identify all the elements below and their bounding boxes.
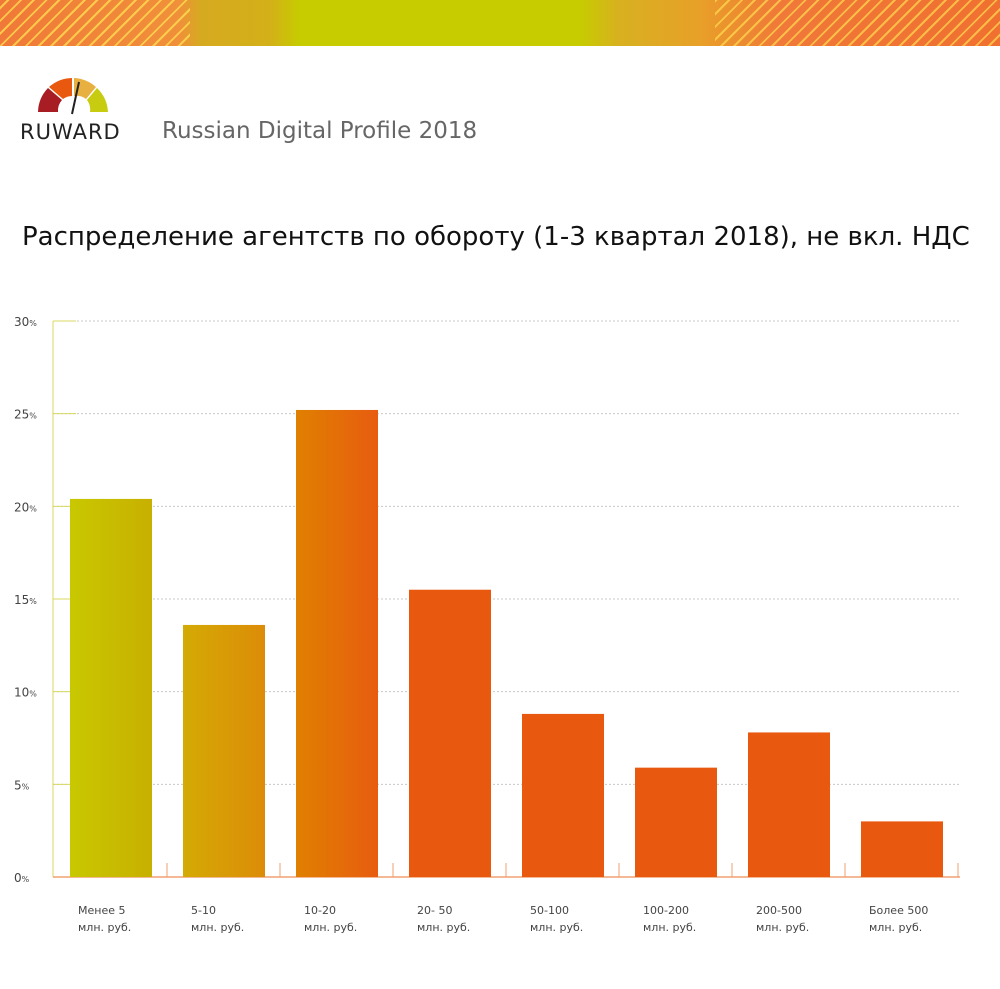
x-tick-label: 100-200 млн. руб. <box>643 904 696 934</box>
x-tick-label: 5-10 млн. руб. <box>191 904 244 934</box>
chart-title: Распределение агентств по обороту (1-3 к… <box>22 222 970 252</box>
bar <box>748 732 830 877</box>
x-tick-label: Менее 5 млн. руб. <box>78 904 131 934</box>
y-tick-label: 0% <box>14 871 30 885</box>
logo-text: RUWARD <box>20 120 121 144</box>
ruward-gauge-logo-icon <box>38 78 108 115</box>
bar <box>70 498 152 877</box>
bar <box>296 409 378 877</box>
x-tick-label: 200-500 млн. руб. <box>756 904 809 934</box>
y-tick-label: 30% <box>14 315 37 329</box>
x-tick-label: 20- 50 млн. руб. <box>417 904 470 934</box>
banner-stripes <box>0 0 190 46</box>
bar <box>183 624 265 877</box>
x-tick-label: Более 500 млн. руб. <box>869 904 928 934</box>
y-tick-label: 15% <box>14 593 37 607</box>
y-tick-label: 25% <box>14 408 37 422</box>
y-tick-label: 10% <box>14 686 37 700</box>
banner-stripes <box>715 0 1000 46</box>
x-tick-label: 10-20 млн. руб. <box>304 904 357 934</box>
bar <box>635 767 717 877</box>
bar <box>522 713 604 877</box>
report-subtitle: Russian Digital Profile 2018 <box>162 118 478 144</box>
y-tick-label: 5% <box>14 778 30 792</box>
bar <box>409 589 491 877</box>
bar-chart: 0% 5% 10% 15% 20% 25% 30% Менее 5 млн. руб. 5-10 м… <box>14 315 960 934</box>
bar <box>861 821 943 877</box>
x-tick-label: 50-100 млн. руб. <box>530 904 583 934</box>
y-tick-label: 20% <box>14 500 37 514</box>
